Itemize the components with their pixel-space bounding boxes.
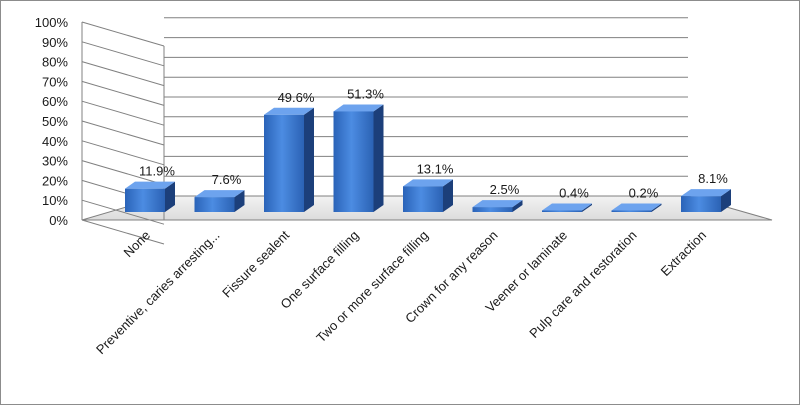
y-tick-label: 60% — [42, 94, 68, 109]
bar — [472, 200, 523, 212]
y-tick-label: 70% — [42, 74, 68, 89]
x-category-label: Extraction — [658, 228, 709, 279]
bar-front-face — [194, 197, 235, 212]
side-wall-gridline — [81, 80, 165, 106]
bar — [611, 203, 662, 212]
bar — [681, 189, 731, 212]
side-wall-gridline — [81, 160, 165, 186]
data-label: 49.6% — [278, 90, 315, 105]
data-label: 7.6% — [212, 172, 242, 187]
bar-side-face — [651, 203, 662, 212]
side-wall-gridline — [81, 61, 165, 87]
bar-top-face — [125, 181, 175, 189]
y-tick-label: 50% — [42, 114, 68, 129]
y-tick-label: 0% — [49, 213, 68, 228]
bar-front-face — [403, 186, 443, 212]
y-tick-label: 100% — [35, 15, 69, 30]
y-tick-label: 10% — [42, 193, 68, 208]
bar-side-face — [582, 203, 592, 212]
bar-side-face — [443, 179, 453, 212]
bar-front-face — [611, 210, 652, 212]
data-label: 8.1% — [698, 171, 728, 186]
data-label: 13.1% — [417, 161, 454, 176]
side-wall-gridline — [81, 100, 165, 126]
x-category-label: Preventive, caries arresting... — [93, 228, 223, 358]
bar-top-face — [333, 104, 384, 112]
x-category-label: Fissure sealent — [219, 227, 292, 300]
bar — [403, 179, 453, 212]
bar-front-face — [472, 207, 513, 212]
side-wall-gridline — [81, 120, 165, 146]
bar-front-face — [264, 114, 304, 212]
y-tick-label: 90% — [42, 35, 68, 50]
bar-top-face — [542, 203, 592, 211]
bar — [264, 107, 314, 212]
side-wall-gridline — [81, 41, 165, 67]
side-wall-gridline — [81, 21, 165, 47]
bar-side-face — [512, 200, 523, 212]
side-wall-gridline — [81, 219, 165, 245]
bars-layer — [125, 104, 731, 212]
bar-front-face — [333, 111, 374, 212]
bar — [333, 104, 384, 212]
y-tick-label: 40% — [42, 134, 68, 149]
data-label: 51.3% — [347, 86, 384, 101]
x-category-label: Two or more surface filling — [313, 228, 431, 346]
y-tick-label: 20% — [42, 173, 68, 188]
bar-top-face — [472, 200, 523, 208]
y-tick-label: 80% — [42, 55, 68, 70]
data-label: 0.4% — [559, 186, 589, 201]
side-wall-gridline — [81, 199, 165, 225]
bar-front-face — [542, 210, 582, 212]
bar-top-face — [611, 203, 662, 211]
data-label: 11.9% — [139, 164, 175, 179]
data-label: 2.5% — [490, 182, 520, 197]
bar-front-face — [125, 188, 165, 212]
bar-side-face — [304, 107, 314, 212]
bar-side-face — [234, 190, 245, 212]
bar-top-face — [681, 189, 731, 197]
bar-side-face — [373, 104, 384, 212]
bar — [194, 190, 245, 212]
bar-top-face — [194, 190, 245, 198]
bar-top-face — [264, 107, 314, 115]
bar — [125, 181, 175, 212]
bar-side-face — [165, 181, 175, 212]
bar-top-face — [403, 179, 453, 187]
bar-front-face — [681, 196, 721, 212]
y-tick-label: 30% — [42, 154, 68, 169]
bar — [542, 203, 592, 212]
side-wall-gridline — [81, 140, 165, 166]
data-label: 0.2% — [629, 186, 659, 201]
bar-side-face — [721, 189, 731, 212]
